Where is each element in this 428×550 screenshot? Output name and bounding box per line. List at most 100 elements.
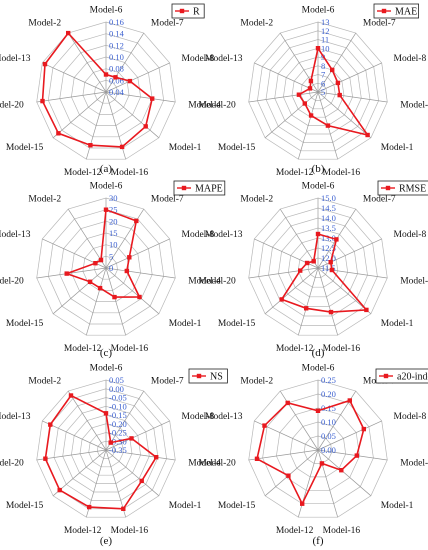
grid-ring: [248, 379, 388, 518]
data-point: [127, 78, 133, 84]
radial-tick-label: 0.16: [109, 17, 124, 27]
grid-ring: [257, 30, 379, 152]
data-point: [304, 260, 310, 266]
radial-tick-label: 6: [321, 78, 325, 88]
data-point: [66, 30, 71, 36]
grid-ring: [71, 414, 141, 484]
radial-tick-label: 0.00: [109, 384, 124, 394]
radial-tick-label: 10: [321, 43, 330, 53]
axis-spoke: [52, 449, 107, 497]
category-label: Model-2: [28, 195, 61, 205]
panel-label: (d): [312, 347, 325, 359]
legend-label: MAE: [395, 7, 417, 18]
axis-spoke: [105, 390, 145, 451]
legend-label: NS: [210, 372, 223, 383]
data-point: [325, 123, 331, 128]
radial-tick-label: 0.06: [109, 75, 124, 85]
grid-ring: [248, 197, 388, 336]
data-point: [335, 80, 341, 86]
radial-tick-label: 7: [321, 70, 325, 80]
data-point: [127, 255, 132, 260]
category-label: Model-16: [323, 344, 361, 354]
legend-box: [377, 180, 428, 196]
legend-label: R: [193, 7, 200, 18]
data-point: [93, 261, 98, 266]
radial-tick-label: 15: [109, 228, 118, 238]
category-label: Model-16: [323, 526, 361, 536]
legend-marker: [181, 185, 187, 191]
legend-box: [373, 3, 419, 19]
data-point: [304, 306, 309, 311]
axis-spoke: [52, 267, 107, 315]
data-point: [124, 268, 129, 274]
axis-spoke: [248, 91, 319, 103]
radial-tick-label: 13.0: [321, 233, 336, 243]
radial-tick-label: -0.10: [109, 401, 127, 411]
data-point: [103, 207, 109, 212]
axis-spoke: [279, 208, 319, 269]
radial-tick-label: 12: [321, 26, 330, 36]
radial-tick-label: 0.00: [321, 445, 336, 455]
axis-spoke: [85, 91, 107, 160]
grid-ring: [36, 379, 176, 518]
panel-label: (f): [313, 535, 324, 547]
data-point: [315, 46, 321, 51]
data-point: [112, 294, 117, 300]
radial-tick-label: 13.5: [321, 223, 336, 233]
data-point: [134, 218, 139, 224]
data-point: [329, 267, 335, 273]
grid-ring: [303, 435, 333, 464]
category-label: Model-13: [205, 230, 243, 240]
radial-tick-label: -0.20: [109, 419, 127, 429]
category-label: Model-4: [188, 458, 221, 468]
grid-ring: [276, 407, 360, 491]
axis-spoke: [105, 420, 170, 451]
radial-tick-label: 0.05: [109, 375, 124, 385]
axis-spoke: [297, 267, 319, 336]
legend-marker: [196, 373, 202, 379]
series-line: [44, 394, 158, 510]
data-point: [302, 101, 307, 106]
data-point: [154, 455, 159, 460]
category-label: Model-7: [151, 19, 184, 29]
data-point: [328, 309, 334, 315]
data-point: [308, 113, 314, 118]
axis-spoke: [317, 267, 339, 336]
axis-spoke: [67, 32, 107, 93]
radial-tick-label: 12.0: [321, 253, 336, 263]
category-label: Model-16: [111, 526, 149, 536]
category-label: Model-4: [188, 276, 221, 286]
axis-spoke: [105, 238, 170, 269]
category-label: Model-4: [400, 458, 428, 468]
axis-spoke: [67, 390, 107, 451]
axis-spoke: [36, 449, 107, 461]
data-point: [98, 257, 104, 263]
category-label: Model-16: [111, 344, 149, 354]
category-label: Model-12: [276, 526, 314, 536]
category-label: Model-20: [198, 458, 236, 468]
data-point: [334, 237, 339, 242]
data-point: [143, 124, 148, 129]
axis-spoke: [105, 449, 176, 461]
data-point: [315, 408, 321, 413]
grid-ring: [262, 393, 374, 505]
radial-tick-label: 0.12: [109, 40, 124, 50]
axis-spoke: [254, 62, 319, 93]
radial-tick-label: -0.15: [109, 410, 127, 420]
category-label: Model-2: [240, 377, 273, 387]
data-point: [43, 456, 48, 461]
legend-label: a20-index: [397, 372, 428, 383]
legend-box: [173, 180, 226, 196]
data-point: [364, 307, 369, 313]
radial-tick-label: 0.10: [109, 52, 124, 62]
data-point: [48, 422, 53, 427]
radial-tick-label: 0.14: [109, 29, 125, 39]
grid-ring: [265, 39, 371, 143]
legend-marker: [381, 8, 387, 14]
axis-spoke: [248, 449, 319, 461]
grid-ring: [274, 47, 362, 135]
axis-spoke: [317, 91, 372, 139]
radial-tick-label: 15.0: [321, 193, 336, 203]
category-label: Model-13: [0, 54, 31, 64]
axis-spoke: [105, 91, 176, 103]
